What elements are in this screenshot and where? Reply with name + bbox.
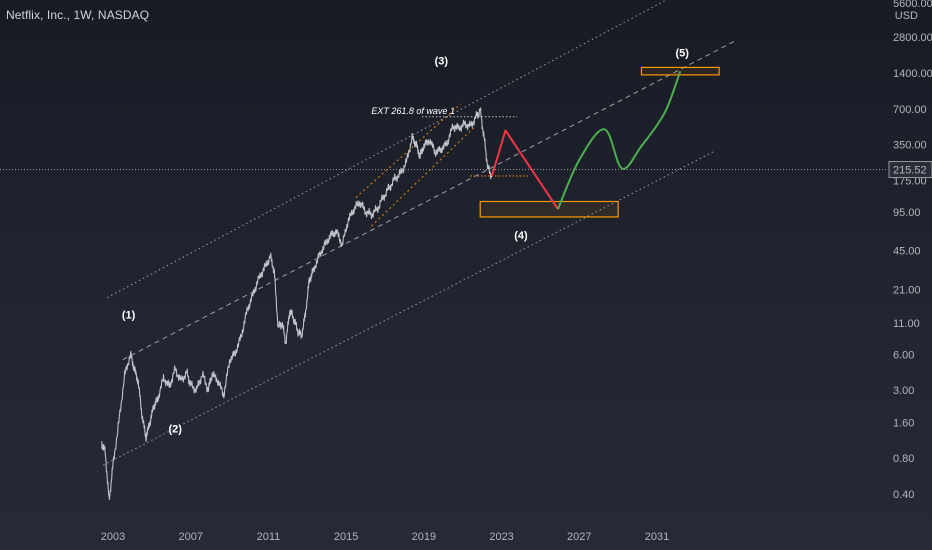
y-tick-label: 45.00	[893, 245, 921, 257]
wave-label-2: (2)	[168, 423, 182, 435]
price-series-line	[101, 107, 493, 501]
x-tick-label: 2011	[257, 531, 281, 543]
price-series-group	[101, 107, 493, 501]
x-tick-label: 2027	[567, 531, 591, 543]
channel-line-1	[106, 0, 668, 299]
projection-down-path	[490, 129, 559, 210]
time-axis[interactable]: 2003 2007 2011 2015 2019 2023 2027 2031	[101, 531, 669, 543]
level-group	[421, 116, 529, 177]
wave-label-1: (1)	[122, 310, 136, 322]
current-price-label: 215.52	[893, 165, 927, 177]
inner-channel-group	[355, 103, 475, 227]
channel-line-2	[122, 40, 735, 361]
y-tick-label: 95.00	[893, 207, 921, 219]
wave-label-4: (4)	[514, 230, 528, 242]
projection-up-path	[556, 70, 682, 210]
channel-line-3	[103, 150, 716, 466]
annotation-1: EXT 261.8 of wave 1	[371, 106, 455, 116]
projection-group	[490, 70, 682, 210]
currency-label: USD	[895, 10, 918, 22]
x-tick-label: 2023	[489, 531, 513, 543]
wave-label-5: (5)	[676, 48, 690, 60]
wave-label-3: (3)	[435, 56, 449, 68]
y-tick-label: 1400.00	[893, 68, 932, 80]
symbol-title: Netflix, Inc., 1W, NASDAQ	[6, 8, 150, 22]
y-tick-label: 1.60	[893, 417, 914, 429]
y-tick-label: 6.00	[893, 349, 914, 361]
target-zone-1	[640, 66, 720, 76]
channel-group	[103, 0, 735, 466]
y-tick-label: 5600.00	[893, 0, 932, 10]
wave-label-group: (1) (2) (3) (4) (5) EXT 261.8 of wave 1	[122, 48, 689, 436]
y-tick-label: 0.40	[893, 489, 914, 501]
y-tick-label: 21.00	[893, 285, 921, 297]
target-zone-group	[479, 66, 720, 218]
inner-channel-line-1	[355, 103, 462, 199]
y-tick-label: 700.00	[893, 104, 927, 116]
x-tick-label: 2015	[334, 531, 358, 543]
x-tick-label: 2031	[645, 531, 669, 543]
current-price-badge	[888, 161, 932, 179]
inner-channel-line-2	[371, 126, 475, 227]
y-tick-label: 11.00	[893, 318, 920, 330]
y-tick-label: 175.00	[893, 175, 927, 187]
current-price-group: 215.52	[0, 161, 932, 179]
y-tick-label: 0.80	[893, 453, 914, 465]
y-tick-label: 3.00	[893, 385, 914, 397]
y-tick-label: 350.00	[893, 140, 927, 152]
x-tick-label: 2019	[412, 531, 436, 543]
x-tick-label: 2007	[178, 531, 202, 543]
x-tick-label: 2003	[101, 531, 125, 543]
target-zone-2	[479, 200, 619, 218]
y-tick-label: 2800.00	[893, 32, 932, 44]
